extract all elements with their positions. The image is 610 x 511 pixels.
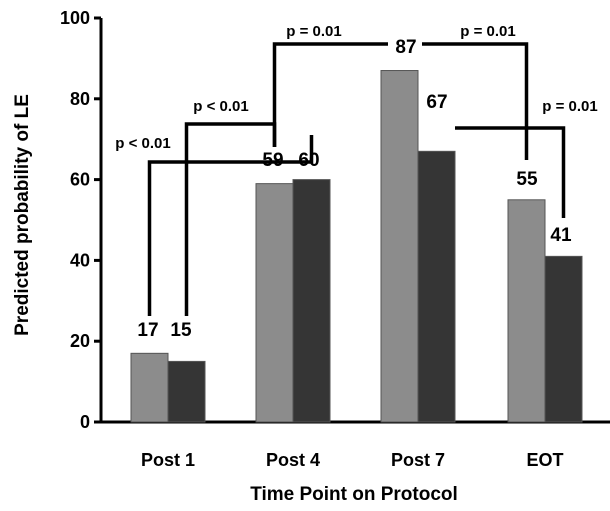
bar (167, 360, 206, 423)
bar-value-label: 60 (298, 150, 319, 171)
bar-value-label: 41 (550, 225, 572, 246)
bar-value-label: 67 (426, 92, 447, 113)
y-tick-label: 20 (70, 331, 90, 351)
x-tick-label: EOT (526, 450, 563, 470)
bar-value-label: 15 (170, 320, 192, 341)
bars (130, 70, 583, 423)
x-tick-label: Post 7 (391, 450, 445, 470)
significance-bracket (422, 42, 529, 160)
bar (544, 255, 583, 423)
x-tick-label: Post 1 (141, 450, 195, 470)
p-value-label: p < 0.01 (193, 98, 248, 115)
p-value-label: p < 0.01 (115, 135, 170, 152)
y-axis-title: Predicted probability of LE (12, 94, 33, 336)
significance-brackets: p < 0.01 p < 0.01 p = 0.01 p = 0.01 p = 0.01 (115, 23, 598, 316)
bar (380, 70, 419, 423)
bar (130, 352, 169, 423)
p-value-label: p = 0.01 (460, 23, 515, 40)
bar (292, 179, 331, 423)
bar (255, 183, 294, 423)
x-axis-title: Time Point on Protocol (250, 484, 458, 505)
y-tick-label: 80 (70, 89, 90, 109)
y-tick-label: 40 (70, 250, 90, 270)
x-tick-label: Post 4 (266, 450, 320, 470)
y-tick-label: 100 (60, 8, 90, 28)
bar-value-label: 17 (137, 320, 158, 341)
significance-bracket (272, 42, 388, 147)
y-tick-label: 0 (80, 412, 90, 432)
significance-bracket (147, 135, 314, 316)
y-tick-label: 60 (70, 170, 90, 190)
bar-value-label: 59 (262, 150, 283, 171)
bar-value-label: 87 (395, 37, 416, 58)
p-value-label: p = 0.01 (542, 98, 597, 115)
significance-bracket (455, 126, 566, 218)
bar (507, 199, 546, 423)
value-labels: 17 59 87 55 15 60 67 41 (137, 37, 572, 341)
bar (417, 150, 456, 423)
p-value-label: p = 0.01 (286, 23, 341, 40)
bar-value-label: 55 (516, 169, 538, 190)
